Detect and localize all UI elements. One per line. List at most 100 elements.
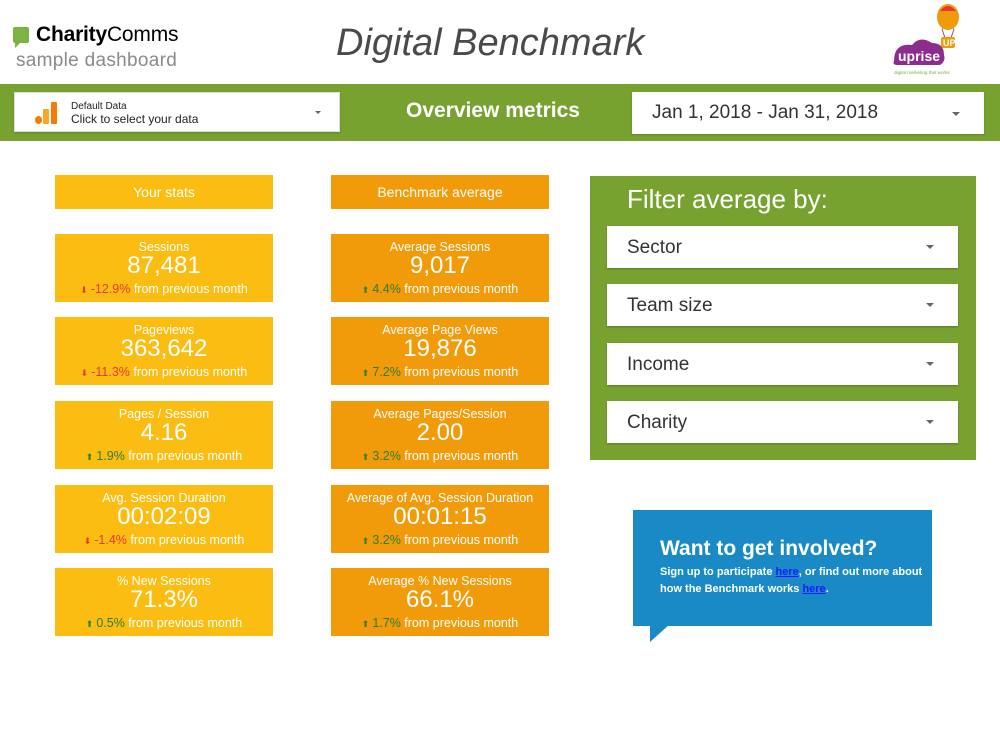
arrow-down-icon: ⬇ xyxy=(80,368,89,378)
benchmark-card-new-sessions: Average % New Sessions 66.1% ⬆ 1.7% from … xyxy=(331,568,549,636)
arrow-up-icon: ⬆ xyxy=(361,619,370,629)
filter-team-size-dropdown[interactable]: Team size xyxy=(607,284,958,326)
speech-bubble-tail xyxy=(650,624,670,642)
stat-change: ⬆ 0.5% from previous month xyxy=(55,616,273,630)
signup-link[interactable]: here xyxy=(775,566,799,578)
filter-option-label: Sector xyxy=(627,237,682,258)
stat-label: Sessions xyxy=(138,240,190,254)
stat-card-avg-session-duration: Avg. Session Duration 00:02:09 ⬇ -1.4% fr… xyxy=(55,485,273,553)
change-percent: 3.2% xyxy=(372,449,401,463)
filter-option-label: Charity xyxy=(627,412,688,433)
change-percent: -12.9% xyxy=(90,282,131,296)
stat-change: ⬆ 4.4% from previous month xyxy=(331,282,549,296)
arrow-up-icon: ⬆ xyxy=(361,368,370,378)
stat-value: 66.1% xyxy=(405,586,475,613)
filter-charity-dropdown[interactable]: Charity xyxy=(607,401,958,443)
uprise-balloon-icon: UP xyxy=(937,4,959,48)
stat-change: ⬆ 3.2% from previous month xyxy=(331,533,549,547)
change-suffix: from previous month xyxy=(400,616,519,630)
stat-value: 9,017 xyxy=(409,252,471,279)
change-percent: 4.4% xyxy=(372,282,401,296)
change-percent: 1.9% xyxy=(96,449,125,463)
stat-label: Average Pages/Session xyxy=(373,407,507,421)
arrow-up-icon: ⬆ xyxy=(85,619,94,629)
filter-title: Filter average by: xyxy=(627,184,828,214)
page-title: Digital Benchmark xyxy=(336,22,645,64)
stat-label: Pageviews xyxy=(133,323,195,337)
stat-change: ⬆ 3.2% from previous month xyxy=(331,449,549,463)
stat-label: % New Sessions xyxy=(117,574,211,588)
learn-more-link[interactable]: here xyxy=(802,583,826,595)
chevron-down-icon xyxy=(952,112,960,116)
benchmark-card-avg-session-duration: Average of Avg. Session Duration 00:01:1… xyxy=(331,485,549,553)
callout-heading: Want to get involved? xyxy=(660,537,878,560)
chevron-down-icon xyxy=(926,303,934,307)
change-suffix: from previous month xyxy=(400,365,519,379)
logo-text: CharityComms xyxy=(36,23,179,46)
date-range-value: Jan 1, 2018 - Jan 31, 2018 xyxy=(652,102,879,123)
change-percent: 7.2% xyxy=(372,365,401,379)
benchmark-card-page-views: Average Page Views 19,876 ⬆ 7.2% from pre… xyxy=(331,317,549,385)
change-suffix: from previous month xyxy=(126,533,245,547)
change-suffix: from previous month xyxy=(129,365,248,379)
stat-value: 87,481 xyxy=(127,252,201,279)
stat-card-pageviews: Pageviews 363,642 ⬇ -11.3% from previous … xyxy=(55,317,273,385)
stat-change: ⬆ 1.9% from previous month xyxy=(55,449,273,463)
arrow-up-icon: ⬆ xyxy=(361,285,370,295)
charitycomms-logo: CharityComms xyxy=(13,23,179,48)
arrow-down-icon: ⬇ xyxy=(80,285,88,295)
stat-value: 2.00 xyxy=(416,419,464,446)
uprise-tagline: digital marketing that works xyxy=(894,70,950,75)
change-suffix: from previous month xyxy=(124,449,243,463)
dashboard-subtitle: sample dashboard xyxy=(16,50,178,71)
stat-change: ⬇ -12.9% from previous month xyxy=(55,282,273,296)
uprise-wordmark: uprise xyxy=(898,48,940,64)
data-source-hint: Click to select your data xyxy=(71,112,199,126)
your-stats-heading: Your stats xyxy=(55,175,273,209)
change-percent: 1.7% xyxy=(372,616,401,630)
chevron-down-icon xyxy=(926,420,934,424)
stat-label: Average % New Sessions xyxy=(368,574,512,588)
stat-change: ⬆ 1.7% from previous month xyxy=(331,616,549,630)
stat-value: 00:01:15 xyxy=(393,503,487,530)
arrow-up-icon: ⬆ xyxy=(85,452,94,462)
arrow-up-icon: ⬆ xyxy=(361,452,370,462)
change-percent: 3.2% xyxy=(372,533,401,547)
stat-label: Average Sessions xyxy=(389,240,491,254)
benchmark-heading: Benchmark average xyxy=(331,175,549,209)
get-involved-callout: Want to get involved? Sign up to partici… xyxy=(633,510,932,642)
stat-value: 4.16 xyxy=(140,419,188,446)
filter-sector-dropdown[interactable]: Sector xyxy=(607,226,958,268)
change-suffix: from previous month xyxy=(400,449,519,463)
uprise-logo: UP uprise digital marketing that works xyxy=(893,4,959,75)
stat-label: Avg. Session Duration xyxy=(102,491,226,505)
date-range-picker[interactable]: Jan 1, 2018 - Jan 31, 2018 xyxy=(632,92,984,134)
stat-card-pages-per-session: Pages / Session 4.16 ⬆ 1.9% from previous… xyxy=(55,401,273,469)
benchmark-card-pages-per-session: Average Pages/Session 2.00 ⬆ 3.2% from pr… xyxy=(331,401,549,469)
change-percent: -1.4% xyxy=(94,533,127,547)
change-percent: -11.3% xyxy=(91,365,130,379)
filter-option-label: Income xyxy=(627,354,690,375)
stat-card-sessions: Sessions 87,481 ⬇ -12.9% from previous mo… xyxy=(55,234,273,302)
change-suffix: from previous month xyxy=(400,533,519,547)
benchmark-card-sessions: Average Sessions 9,017 ⬆ 4.4% from previo… xyxy=(331,234,549,302)
stat-value: 00:02:09 xyxy=(117,503,211,530)
charitycomms-logo-icon xyxy=(13,27,29,48)
chevron-down-icon xyxy=(926,362,934,366)
data-source-selector[interactable]: Default Data Click to select your data xyxy=(14,92,340,132)
stat-change: ⬇ -11.3% from previous month xyxy=(55,365,273,379)
chevron-down-icon xyxy=(315,111,321,114)
section-title: Overview metrics xyxy=(406,99,580,122)
arrow-down-icon: ⬇ xyxy=(83,536,92,546)
stat-card-new-sessions: % New Sessions 71.3% ⬆ 0.5% from previous… xyxy=(55,568,273,636)
filter-panel: Filter average by: Sector Team size Inco… xyxy=(590,176,976,460)
filter-option-label: Team size xyxy=(627,295,713,316)
stat-value: 71.3% xyxy=(129,586,199,613)
filter-income-dropdown[interactable]: Income xyxy=(607,343,958,385)
change-suffix: from previous month xyxy=(130,282,248,296)
change-percent: 0.5% xyxy=(96,616,125,630)
stat-value: 363,642 xyxy=(120,335,208,362)
stat-value: 19,876 xyxy=(403,335,477,362)
stat-label: Average Page Views xyxy=(382,323,498,337)
